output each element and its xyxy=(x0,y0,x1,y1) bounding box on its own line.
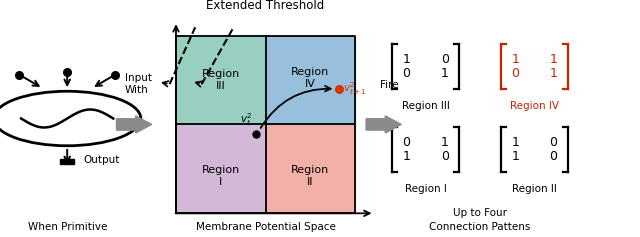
FancyArrow shape xyxy=(366,116,401,133)
Text: Fire: Fire xyxy=(380,80,399,90)
Text: Up to Four
Connection Pattens: Up to Four Connection Pattens xyxy=(429,208,531,232)
Text: 1: 1 xyxy=(403,150,410,163)
Text: 1: 1 xyxy=(511,53,519,66)
Text: 0: 0 xyxy=(441,53,449,66)
Text: 0: 0 xyxy=(403,136,410,149)
Text: Region IV: Region IV xyxy=(510,101,559,111)
Bar xyxy=(266,124,355,213)
Text: When Primitive: When Primitive xyxy=(28,222,107,232)
Text: Region I: Region I xyxy=(404,184,447,194)
Text: 0: 0 xyxy=(550,150,557,163)
Text: Region
III: Region III xyxy=(202,69,240,91)
Bar xyxy=(266,36,355,124)
Text: Region III: Region III xyxy=(402,101,449,111)
Text: $v_{t+1}^2$: $v_{t+1}^2$ xyxy=(343,80,367,97)
Bar xyxy=(60,159,74,164)
Text: 0: 0 xyxy=(441,150,449,163)
Bar xyxy=(176,124,266,213)
Text: Membrane Potential Space: Membrane Potential Space xyxy=(196,222,335,232)
Text: 1: 1 xyxy=(550,53,557,66)
Text: 1: 1 xyxy=(403,53,410,66)
Text: 0: 0 xyxy=(511,67,519,80)
Text: 1: 1 xyxy=(511,136,519,149)
Text: 1: 1 xyxy=(511,150,519,163)
Text: Region II: Region II xyxy=(512,184,557,194)
Text: 0: 0 xyxy=(550,136,557,149)
Text: Region
IV: Region IV xyxy=(291,67,330,89)
Bar xyxy=(176,36,266,124)
Text: 0: 0 xyxy=(403,67,410,80)
Text: 1: 1 xyxy=(441,136,449,149)
Text: Output: Output xyxy=(83,155,120,164)
FancyArrow shape xyxy=(116,116,152,133)
Text: With: With xyxy=(125,85,148,95)
Text: Region
II: Region II xyxy=(291,165,330,187)
Text: 1: 1 xyxy=(550,67,557,80)
Text: Extended Threshold: Extended Threshold xyxy=(207,0,324,12)
Text: Input: Input xyxy=(125,73,152,83)
Text: $v_t^2$: $v_t^2$ xyxy=(241,111,253,128)
Text: Region
I: Region I xyxy=(202,165,240,187)
Text: 1: 1 xyxy=(441,67,449,80)
